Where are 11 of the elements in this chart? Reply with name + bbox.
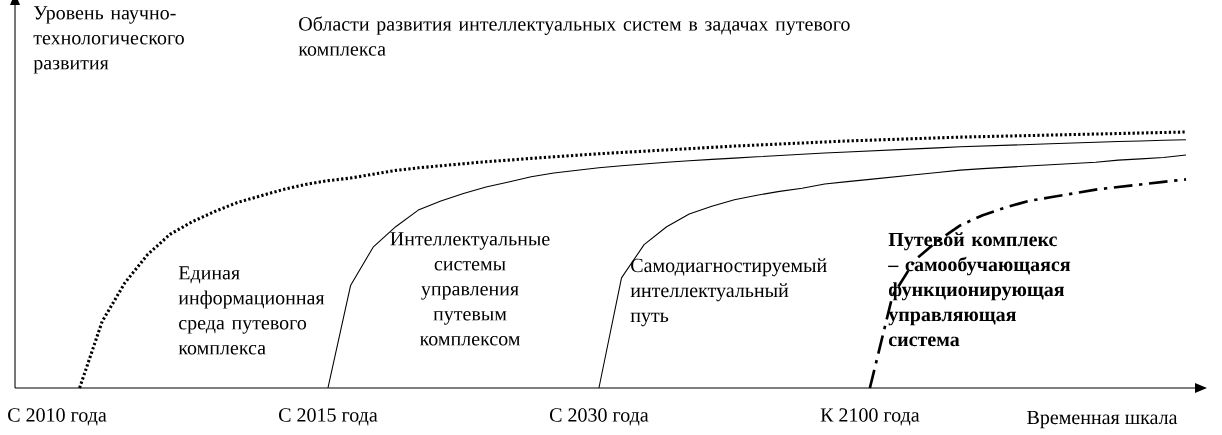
y-axis-title: Уровень научно-технологического развития [33, 6, 184, 74]
text: Области развития интеллектуальных систем в задачах путевого комплекса [298, 16, 850, 56]
annotation: Единая информационная среда путевого комплекса [178, 266, 325, 355]
annotation: Интеллектуальные системы управления путевым комплексом [390, 232, 550, 346]
x-tick-label: С 2030 года [549, 408, 649, 426]
x-axis-title: Временная шкала [1027, 410, 1178, 429]
x-tick-label: К 2100 года [820, 408, 920, 426]
annotation: Путевой комплекс – самообучающаяся функционирующая управляющая система [888, 232, 1071, 347]
annotation: Самодиагностируемый интеллектуальный путь [630, 258, 827, 327]
x-tick-label: С 2010 года [8, 408, 107, 426]
x-tick-label: С 2015 года [279, 408, 378, 426]
